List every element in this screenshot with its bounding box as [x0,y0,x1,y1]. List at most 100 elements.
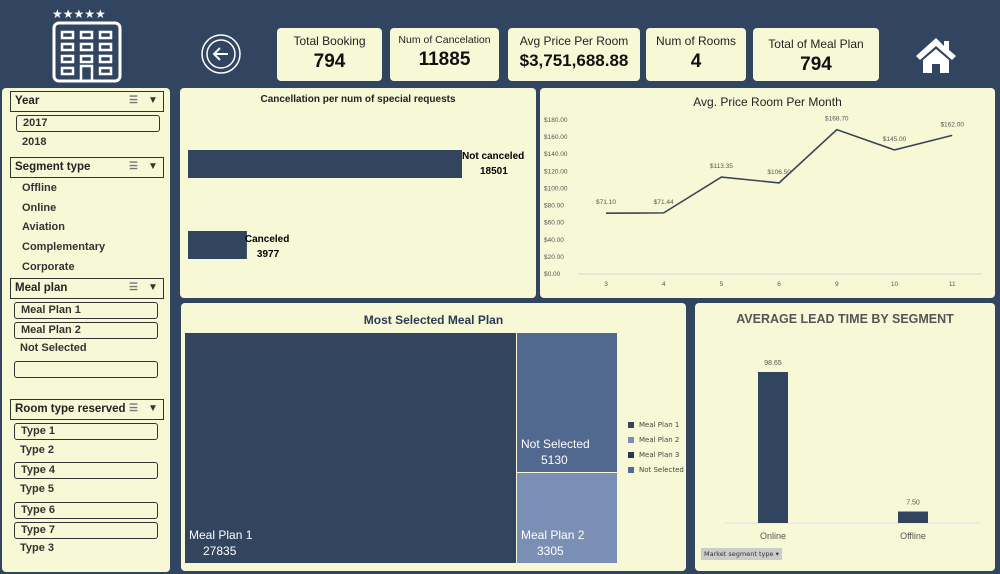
slicer-item[interactable]: Meal Plan 1 [14,302,158,319]
slicer-header-room-type-reserved: Room type reserved ☰ ▼ [10,399,164,420]
slicer-item[interactable]: Type 3 [20,542,55,555]
bar-online [758,372,788,523]
chart-title: Cancellation per num of special requests [260,94,456,105]
bar-canceled [188,231,247,259]
treemap-tile-meal-plan-2[interactable]: Meal Plan 2 3305 [517,473,617,563]
legend-item: Meal Plan 1 [628,421,679,429]
slicer-item[interactable]: Corporate [22,260,75,273]
data-label: $113.35 [710,163,733,170]
kpi-total-meal-plan: Total of Meal Plan 794 [753,28,879,81]
clear-filter-icon[interactable]: ▼ [148,95,158,106]
slicer-item[interactable]: Type 1 [14,423,158,440]
slicer-item[interactable]: 2018 [22,135,47,148]
treemap-tile-meal-plan-1[interactable]: Meal Plan 1 27835 [185,333,516,563]
slicer-item[interactable]: Type 6 [14,501,158,519]
kpi-total-booking: Total Booking 794 [277,28,382,81]
hotel-icon: ★★★★★ [52,8,122,83]
slicer-item[interactable]: Type 4 [14,462,158,480]
y-tick-label: $180.00 [544,117,568,124]
kpi-avg-price: Avg Price Per Room $3,751,688.88 [508,28,640,81]
slicer-title: Meal plan [15,282,68,294]
slicer-header-segment-type: Segment type ☰ ▼ [10,157,164,178]
kpi-label: Avg Price Per Room [519,34,629,48]
y-tick-label: $0.00 [544,271,561,278]
kpi-num-rooms: Num of Rooms 4 [646,28,746,81]
bar-label: Canceled [245,234,289,245]
y-tick-label: $120.00 [544,168,568,175]
x-tick-label: 4 [662,281,666,288]
x-tick-label: 3 [604,281,608,288]
chart-title: AVERAGE LEAD TIME BY SEGMENT [736,312,954,326]
data-label: $71.44 [654,199,674,206]
slicer-item[interactable]: Type 7 [14,521,158,539]
tile-value: 3305 [537,544,564,558]
data-label: $162.00 [940,121,964,128]
y-tick-label: $60.00 [544,220,564,227]
multi-select-icon[interactable]: ☰ [129,403,138,414]
slicer-title: Room type reserved [15,403,126,415]
data-label: $168.70 [825,116,849,123]
tile-label: Not Selected [521,437,590,451]
kpi-num-cancelation: Num of Cancelation 11885 [390,28,499,81]
clear-filter-icon[interactable]: ▼ [148,161,158,172]
svg-text:★★★★★: ★★★★★ [52,8,106,21]
x-tick-label: 10 [891,281,899,288]
slicer-item[interactable]: Aviation [22,221,65,234]
kpi-label: Num of Rooms [655,34,737,48]
x-tick-label: 11 [949,281,956,288]
x-tick-label: Offline [900,531,926,541]
slicer-item[interactable]: Meal Plan 2 [14,321,158,339]
kpi-value: 794 [800,54,832,75]
market-segment-filter-button[interactable]: Market segment type ▾ [701,548,782,560]
clear-filter-icon[interactable]: ▼ [148,403,158,414]
slicer-item[interactable]: 2017 [16,115,160,132]
kpi-label: Num of Cancelation [398,34,491,46]
data-label: $145.00 [883,136,907,143]
slicer-item[interactable]: Type 5 [20,483,55,496]
x-tick-label: Online [760,531,786,541]
data-label: $106.50 [767,169,791,176]
tile-value: 5130 [541,453,568,467]
multi-select-icon[interactable]: ☰ [129,95,138,106]
slicer-item[interactable]: Type 2 [20,443,55,456]
slicer-title: Segment type [15,161,91,173]
slicer-item[interactable]: Not Selected [20,342,87,355]
multi-select-icon[interactable]: ☰ [129,161,138,172]
bar-value: 3977 [257,249,280,260]
x-tick-label: 9 [835,281,839,288]
treemap-tile-not-selected[interactable]: Not Selected 5130 [517,333,617,472]
data-label: 7.50 [906,500,920,507]
legend-item: Meal Plan 2 [628,436,679,444]
slicer-header-year: Year ☰ ▼ [10,91,164,112]
avg-price-chart: Avg. Price Room Per Month $0.00 $20.00 $40… [540,88,995,298]
y-tick-label: $160.00 [544,134,568,141]
bar-value: 18501 [480,166,508,177]
y-tick-label: $80.00 [544,203,564,210]
slicer-item[interactable] [14,361,158,379]
x-tick-label: 5 [720,281,724,288]
slicer-item[interactable]: Offline [22,182,57,194]
slicer-item[interactable]: Online [22,201,57,214]
bar-offline [898,511,928,523]
kpi-label: Total of Meal Plan [768,37,864,51]
slicer-title: Year [15,95,40,107]
home-icon[interactable] [915,36,957,74]
clear-filter-icon[interactable]: ▼ [148,282,158,293]
y-tick-label: $20.00 [544,254,564,261]
bar-not-canceled [188,150,462,178]
y-tick-label: $140.00 [544,151,568,158]
multi-select-icon[interactable]: ☰ [129,282,138,293]
legend-item: Not Selected [628,466,684,474]
kpi-label: Total Booking [293,34,366,48]
tile-label: Meal Plan 1 [189,528,253,542]
chart-title: Avg. Price Room Per Month [693,95,842,109]
slicer-header-meal-plan: Meal plan ☰ ▼ [10,278,164,299]
slicer-item[interactable]: Complementary [22,241,106,254]
legend-item: Meal Plan 3 [628,451,679,459]
data-label: $71.10 [596,199,616,206]
x-tick-label: 6 [777,281,781,288]
kpi-value: $3,751,688.88 [519,51,629,70]
slicer-panel: Year ☰ ▼ 2017 2018 Segment type ☰ ▼ Offline Onlin… [2,88,170,572]
y-tick-label: $40.00 [544,237,564,244]
back-arrow-icon[interactable] [200,33,242,75]
